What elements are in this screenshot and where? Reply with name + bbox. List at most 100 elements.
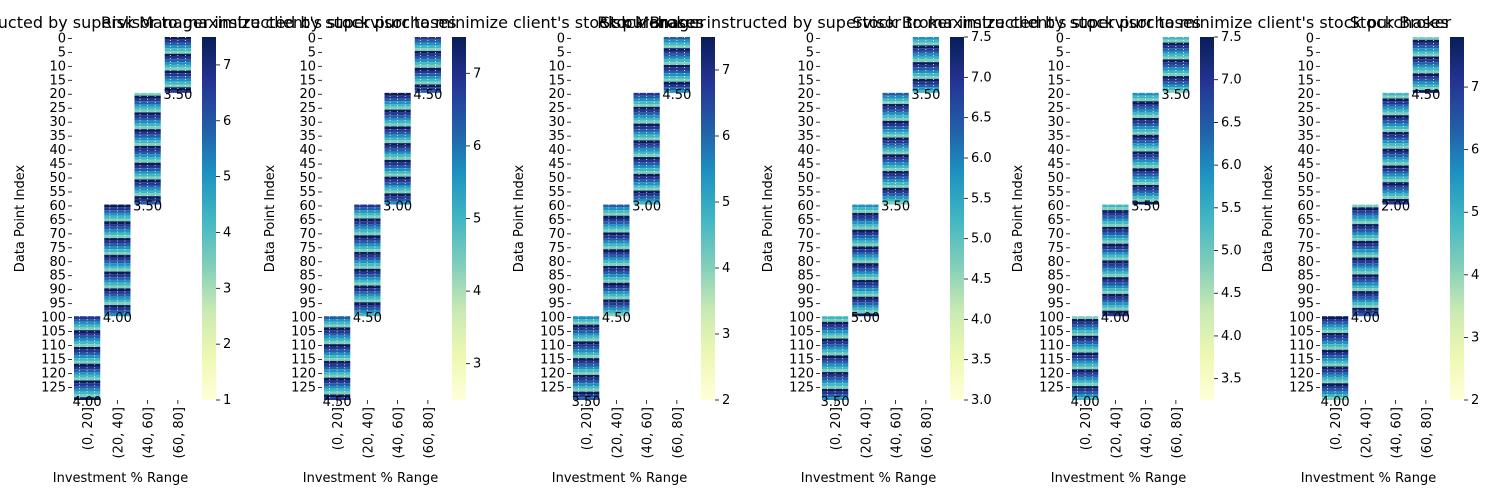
colorbar-tick-label: 3 xyxy=(1471,330,1479,345)
heatmap-cell xyxy=(74,355,101,359)
cell-annotation: 2.00 xyxy=(1381,200,1410,215)
heatmap-cell xyxy=(134,137,161,141)
y-tick-label: 35 xyxy=(299,129,316,144)
heatmap-cell xyxy=(354,268,381,272)
y-tick-label: 10 xyxy=(1047,59,1064,74)
heatmap-cell xyxy=(852,279,879,283)
heatmap-cell xyxy=(912,56,939,60)
heatmap-cell xyxy=(74,316,101,320)
heatmap-cell xyxy=(74,377,101,381)
heatmap-cell xyxy=(633,123,660,127)
heatmap-cell xyxy=(1132,198,1159,202)
heatmap-cell xyxy=(384,123,411,127)
colorbar-tick-label: 6 xyxy=(223,114,231,129)
colorbar-tick-label: 7 xyxy=(473,66,481,81)
heatmap-block: 5.00 xyxy=(849,204,881,326)
y-tick-label: 75 xyxy=(1297,241,1314,256)
colorbar-tick-label: 7 xyxy=(1471,80,1479,95)
heatmap-cell xyxy=(324,341,351,345)
heatmap-cell xyxy=(663,76,690,79)
panel-title: Risk Manager xyxy=(597,13,706,32)
colorbar-tick-label: 5 xyxy=(473,212,481,227)
x-axis: (0, 20] (20, 40] (40, 60] (60, 80] xyxy=(1079,400,1185,459)
heatmap-cell xyxy=(384,165,411,169)
y-tick-label: 25 xyxy=(797,101,814,116)
colorbar: 3.0 3.5 4.0 4.5 5.0 5.5 6.0 6.5 7.0 7.5 xyxy=(950,30,992,408)
colorbar-gradient xyxy=(202,37,216,400)
heatmap-cell xyxy=(1382,165,1409,169)
heatmap-cell xyxy=(633,120,660,124)
heatmap-cell xyxy=(324,358,351,361)
heatmap-cell xyxy=(1072,358,1099,361)
heatmap-panel: Stock Broker4.502.004.004.00051015202530… xyxy=(1261,13,1479,486)
heatmap-cell xyxy=(852,243,879,247)
heatmap-cell xyxy=(324,360,351,364)
heatmap-cell xyxy=(354,313,381,317)
heatmap-cell xyxy=(134,165,161,169)
colorbar-tick-label: 3.0 xyxy=(971,393,992,408)
heatmap-cell xyxy=(912,67,939,71)
heatmap-cell xyxy=(1382,157,1409,160)
heatmap-cell xyxy=(1412,62,1439,65)
panel-title: Risk Manager instructed by supervisor to… xyxy=(0,13,456,32)
heatmap-cell xyxy=(1072,388,1099,392)
heatmap-cell xyxy=(573,349,600,353)
heatmap-cell xyxy=(1102,274,1129,278)
heatmap-cell xyxy=(1322,383,1349,387)
heatmap-cell xyxy=(384,171,411,174)
heatmap-cell xyxy=(573,335,600,339)
x-tick-label: (0, 20] xyxy=(81,407,96,450)
heatmap-cell xyxy=(633,117,660,121)
heatmap-cell xyxy=(1132,92,1159,96)
y-tick-label: 35 xyxy=(1047,129,1064,144)
heatmap-cell xyxy=(882,159,909,163)
heatmap-cell xyxy=(633,159,660,163)
heatmap-cell xyxy=(1352,307,1379,311)
heatmap-cell xyxy=(882,117,909,121)
panel-title: Stock Broker xyxy=(1350,13,1452,32)
heatmap-cell xyxy=(1132,157,1159,160)
heatmap-cell xyxy=(1102,243,1129,247)
heatmap-cell xyxy=(1352,249,1379,253)
heatmap-cell xyxy=(822,338,849,342)
heatmap-cell xyxy=(633,137,660,141)
y-axis: 0510152025303540455055606570758085909510… xyxy=(291,31,322,395)
heatmap-cell xyxy=(1072,319,1099,322)
heatmap-cell xyxy=(384,115,411,118)
heatmap-cell xyxy=(384,198,411,202)
heatmap-cell xyxy=(134,95,161,99)
heatmap-cell xyxy=(822,391,849,395)
colorbar-tick-label: 6.5 xyxy=(1221,115,1242,130)
heatmap-cell xyxy=(882,168,909,172)
heatmap-cell xyxy=(1352,310,1379,314)
colorbar-tick-label: 6.0 xyxy=(1221,158,1242,173)
heatmap-cell xyxy=(1352,246,1379,250)
colorbar-tick-label: 2 xyxy=(223,337,231,352)
heatmap-cell xyxy=(852,232,879,236)
heatmap-cell xyxy=(1132,120,1159,124)
heatmap-cell xyxy=(882,201,909,205)
y-tick-label: 75 xyxy=(548,241,565,256)
y-tick-label: 20 xyxy=(548,87,565,102)
y-tick-label: 90 xyxy=(49,283,66,298)
heatmap-cell xyxy=(1132,154,1159,158)
y-tick-label: 70 xyxy=(49,227,66,242)
heatmap-cell xyxy=(164,67,191,71)
heatmap-cell xyxy=(603,243,630,247)
y-tick-label: 20 xyxy=(1047,87,1064,102)
heatmap-cell xyxy=(134,193,161,197)
x-tick-label: (60, 80] xyxy=(1420,407,1435,459)
heatmap-cell xyxy=(822,352,849,356)
heatmap-cell xyxy=(1382,137,1409,141)
heatmap-cell xyxy=(1382,168,1409,172)
colorbar: 2 3 4 5 6 7 xyxy=(701,37,730,408)
heatmap-cell xyxy=(882,115,909,118)
heatmap-cell xyxy=(1132,165,1159,169)
heatmap-cell xyxy=(633,95,660,99)
y-tick-label: 40 xyxy=(49,143,66,158)
heatmap-cell xyxy=(1352,243,1379,247)
colorbar-tick-label: 4.5 xyxy=(971,272,992,287)
heatmap-cell xyxy=(573,358,600,361)
heatmap-cell xyxy=(1382,112,1409,116)
heatmap-cell xyxy=(1352,265,1379,269)
